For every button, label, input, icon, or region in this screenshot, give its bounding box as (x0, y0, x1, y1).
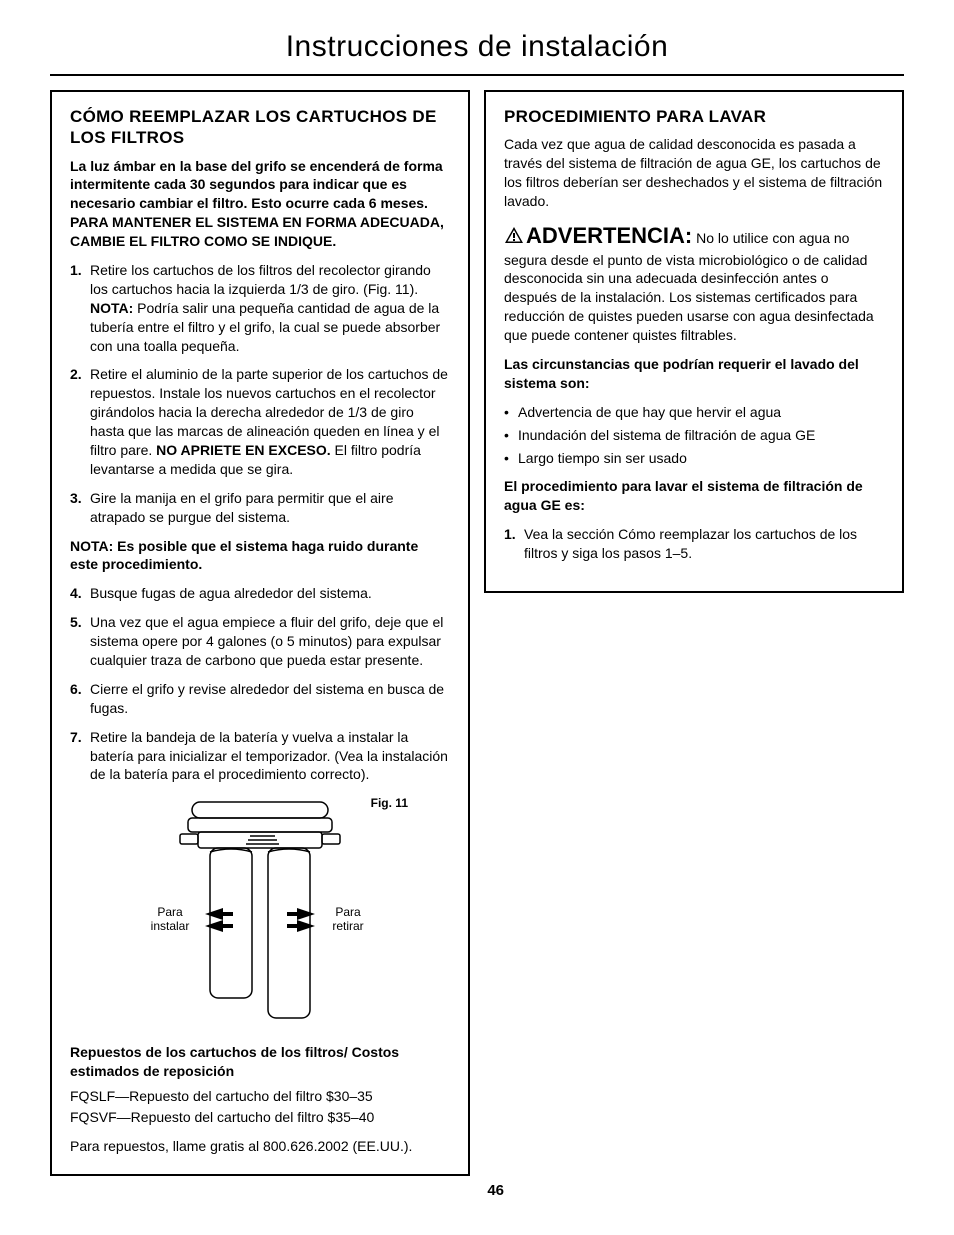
procedure-list: Vea la sección Cómo reemplazar los cartu… (504, 525, 884, 563)
right-intro: Cada vez que agua de calidad desconocida… (504, 135, 884, 211)
part-2: FQSVF—Repuesto del cartucho del filtro $… (70, 1108, 450, 1127)
step-4: Busque fugas de agua alrededor del siste… (70, 584, 450, 603)
svg-text:instalar: instalar (151, 919, 190, 933)
circumstances-list: Advertencia de que hay que hervir el agu… (504, 403, 884, 468)
steps-list-1: Retire los cartuchos de los filtros del … (70, 261, 450, 527)
step-7: Retire la bandeja de la batería y vuelva… (70, 728, 450, 785)
fig-remove-label: Para (335, 905, 361, 919)
bullet-3: Largo tiempo sin ser usado (504, 449, 884, 468)
procedure-title: El procedimiento para lavar el sistema d… (504, 477, 884, 515)
left-column: CÓMO REEMPLAZAR LOS CARTUCHOS DE LOS FIL… (50, 90, 470, 1176)
page-title: Instrucciones de instalación (50, 30, 904, 76)
filter-diagram: Para instalar Para retirar (110, 794, 410, 1024)
warning-word: ADVERTENCIA: (526, 223, 692, 248)
step-5: Una vez que el agua empiece a fluir del … (70, 613, 450, 670)
step-3: Gire la manija en el grifo para permitir… (70, 489, 450, 527)
step-6: Cierre el grifo y revise alrededor del s… (70, 680, 450, 718)
right-column: PROCEDIMIENTO PARA LAVAR Cada vez que ag… (484, 90, 904, 593)
step-1: Retire los cartuchos de los filtros del … (70, 261, 450, 355)
figure-11: Fig. 11 (70, 794, 450, 1029)
parts-call: Para repuestos, llame gratis al 800.626.… (70, 1137, 450, 1156)
part-1: FQSLF—Repuesto del cartucho del filtro $… (70, 1087, 450, 1106)
circumstances-title: Las circunstancias que podrían requerir … (504, 355, 884, 393)
svg-text:retirar: retirar (332, 919, 363, 933)
warning-icon (504, 226, 524, 249)
step-2: Retire el aluminio de la parte superior … (70, 365, 450, 478)
fig-install-label: Para (157, 905, 183, 919)
step-1-nota: NOTA: (90, 300, 133, 316)
content-columns: CÓMO REEMPLAZAR LOS CARTUCHOS DE LOS FIL… (50, 90, 904, 1176)
bullet-1: Advertencia de que hay que hervir el agu… (504, 403, 884, 422)
mid-note: NOTA: Es posible que el sistema haga rui… (70, 537, 450, 575)
left-intro: La luz ámbar en la base del grifo se enc… (70, 157, 450, 251)
page-number: 46 (50, 1182, 904, 1199)
right-section-title: PROCEDIMIENTO PARA LAVAR (504, 106, 884, 127)
left-section-title: CÓMO REEMPLAZAR LOS CARTUCHOS DE LOS FIL… (70, 106, 450, 149)
bullet-2: Inundación del sistema de filtración de … (504, 426, 884, 445)
steps-list-2: Busque fugas de agua alrededor del siste… (70, 584, 450, 784)
step-1-texta: Retire los cartuchos de los filtros del … (90, 262, 431, 297)
step-2-bold: NO APRIETE EN EXCESO. (156, 442, 331, 458)
figure-label: Fig. 11 (371, 796, 408, 810)
step-1-textb: Podría salir una pequeña cantidad de agu… (90, 300, 440, 354)
warning-block: ADVERTENCIA: No lo utilice con agua no s… (504, 221, 884, 345)
procedure-step-1: Vea la sección Cómo reemplazar los cartu… (504, 525, 884, 563)
parts-title: Repuestos de los cartuchos de los filtro… (70, 1043, 450, 1081)
